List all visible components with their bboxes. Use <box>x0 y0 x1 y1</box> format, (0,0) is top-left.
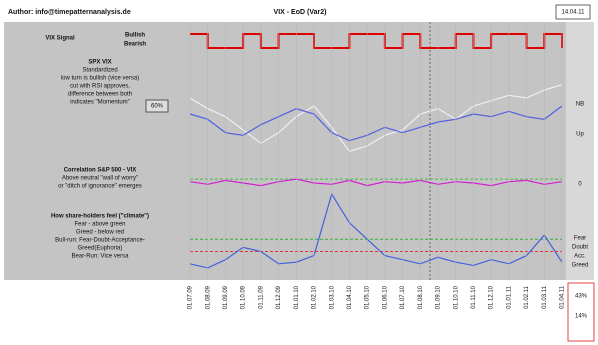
panel-subtitle: Standardized <box>82 68 117 74</box>
plot-background <box>4 22 566 280</box>
x-tick-label: 01.07.10 <box>400 285 406 309</box>
panel-note: difference between both <box>68 92 132 98</box>
date-box <box>555 4 591 20</box>
side-label: NB <box>576 102 584 108</box>
readout: 14% <box>575 314 588 320</box>
panel-title: Correlation S&P 500 - VIX <box>64 168 137 174</box>
side-label: Acc. <box>574 254 586 260</box>
series-line <box>189 105 563 142</box>
x-tick-label: 01.01.10 <box>294 285 300 309</box>
series-line <box>189 192 563 269</box>
side-label: Fear <box>574 236 586 242</box>
panel-note: or "ditch of ignorance" emerges <box>58 184 142 190</box>
x-tick-label: 01.06.10 <box>382 285 388 309</box>
x-tick-label: 01.02.11 <box>524 285 530 309</box>
side-panel <box>566 22 594 280</box>
panel-note: cut with RSI approves, <box>70 84 130 90</box>
x-tick-label: 01.10.10 <box>453 285 459 309</box>
x-tick-label: 01.09.10 <box>436 285 442 309</box>
panel-title: VIX Signal <box>45 36 75 42</box>
ratio-label: 60% <box>151 104 164 110</box>
panel-note: low turn is bullish (vice versa) <box>61 76 139 82</box>
panel-note: Bear-Run: Vice versa <box>72 254 130 260</box>
x-tick-label: 01.09.09 <box>223 285 229 309</box>
panel-note: Greed(Euphoria) <box>78 246 123 252</box>
legend-entry: Bearish <box>124 42 146 48</box>
legend-entry: Bullish <box>125 33 145 39</box>
x-tick-label: 01.11.10 <box>471 285 477 309</box>
panel-note: Above neutral "wall of worry" <box>62 176 138 182</box>
x-tick-label: 01.11.09 <box>258 285 264 309</box>
panel-note: Fear - above green <box>74 222 125 228</box>
x-tick-label: 01.01.11 <box>506 285 512 309</box>
panel-title: SPX VIX <box>88 60 111 66</box>
author: Author: info@timepatternanalysis.de <box>8 9 131 16</box>
x-tick-label: 01.02.10 <box>312 285 318 309</box>
x-tick-label: 01.12.10 <box>489 285 495 309</box>
x-tick-label: 01.04.10 <box>347 285 353 309</box>
x-tick-label: 01.05.10 <box>365 285 371 309</box>
panel-note: indicates "Momentum" <box>70 100 130 106</box>
date: 14.04.11 <box>562 10 586 16</box>
readout-box <box>567 282 595 342</box>
x-tick-label: 01.08.09 <box>205 285 211 309</box>
panel-note: Bull-run: Fear-Doubt-Acceptance- <box>55 238 145 244</box>
side-label: Up <box>576 132 584 138</box>
title: VIX - EoD (Var2) <box>274 9 327 16</box>
x-tick-label: 01.07.09 <box>188 285 194 309</box>
ratio-box <box>145 99 169 113</box>
series-line <box>189 178 563 187</box>
side-label: 0 <box>578 182 582 188</box>
x-tick-label: 01.12.09 <box>276 285 282 309</box>
readout: 43% <box>575 294 588 300</box>
x-tick-label: 01.03.10 <box>329 285 335 309</box>
x-tick-label: 01.08.10 <box>418 285 424 309</box>
panel-note: Greed - below red <box>76 230 124 236</box>
side-label: Greed <box>572 263 589 269</box>
series-line <box>189 84 563 153</box>
side-label: Doubt <box>572 245 588 251</box>
x-tick-label: 01.03.11 <box>542 285 548 309</box>
x-tick-label: 01.04.11 <box>560 285 566 309</box>
panel-title: How share-holders feel ("climate") <box>51 214 149 220</box>
x-tick-label: 01.10.09 <box>241 285 247 309</box>
